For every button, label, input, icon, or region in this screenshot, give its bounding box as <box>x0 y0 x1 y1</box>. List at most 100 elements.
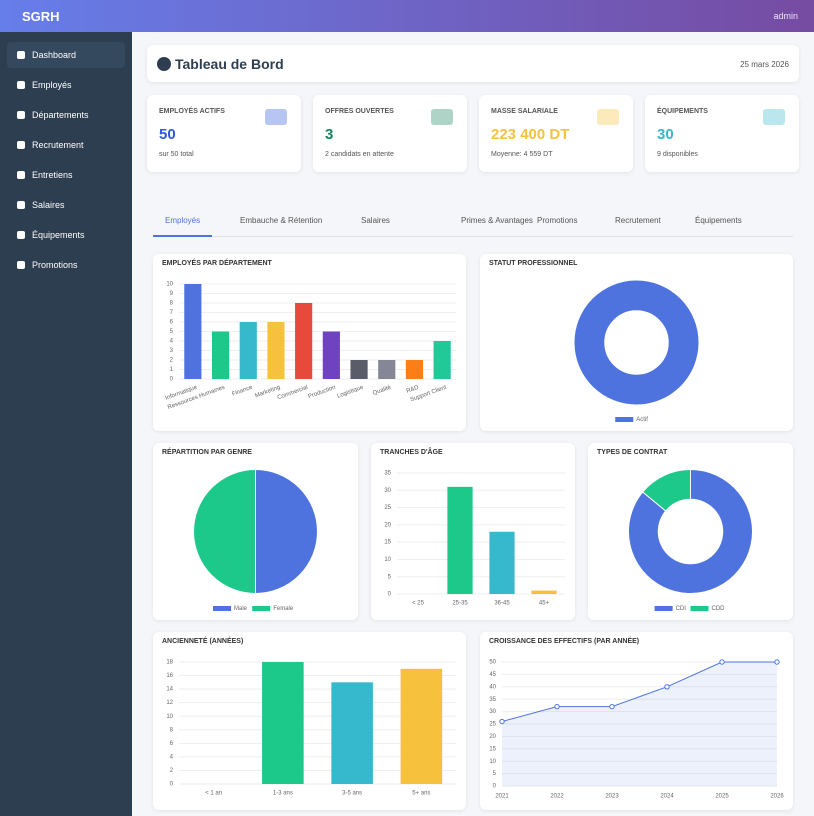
legend-swatch <box>252 606 271 611</box>
slice <box>255 468 318 595</box>
y-tick-label: 10 <box>489 759 496 765</box>
point <box>554 703 560 710</box>
x-tick-label: Qualité <box>372 384 393 396</box>
stat-icon <box>597 109 619 125</box>
y-tick-label: 30 <box>384 488 391 494</box>
chart: Male Female <box>193 468 318 612</box>
chart-card: EMPLOYÉS PAR DÉPARTEMENT 0 1 2 3 4 5 6 7 8 9 10 Info… <box>153 254 466 431</box>
stat-label: ÉQUIPEMENTS <box>657 108 708 115</box>
sidebar-item[interactable]: Dashboard <box>7 42 125 68</box>
legend-swatch <box>654 606 673 611</box>
legend-label: Actif <box>636 417 648 423</box>
icon <box>17 141 25 149</box>
y-tick-label: 18 <box>166 660 173 666</box>
x-tick-label: 2023 <box>605 794 619 800</box>
bar <box>322 331 340 379</box>
x-tick-label: 2026 <box>770 794 784 800</box>
brand[interactable]: SGRH <box>22 9 60 24</box>
tab[interactable]: Promotions <box>537 216 578 225</box>
chart-title: STATUT PROFESSIONNEL <box>489 260 578 267</box>
stat-sub: 2 candidats en attente <box>325 151 394 158</box>
chart-card: STATUT PROFESSIONNEL Actif <box>480 254 793 431</box>
y-tick-label: 0 <box>170 377 174 383</box>
point <box>499 718 505 725</box>
x-tick-label: 2025 <box>715 794 729 800</box>
chart-card: TYPES DE CONTRAT CDI CDD <box>588 443 793 620</box>
x-tick-label: 2022 <box>550 794 564 800</box>
sidebar-item[interactable]: Recrutement <box>7 132 125 158</box>
tab[interactable]: Salaires <box>361 216 390 225</box>
y-tick-label: 6 <box>170 741 174 747</box>
y-tick-label: 16 <box>166 673 173 679</box>
navbar: SGRH admin <box>0 0 814 32</box>
tab[interactable]: Équipements <box>695 216 742 225</box>
x-tick-label: 3-5 ans <box>342 791 362 797</box>
y-tick-label: 35 <box>384 471 391 477</box>
chart-card: CROISSANCE DES EFFECTIFS (PAR ANNÉE) 0 5 10… <box>480 632 793 810</box>
bar <box>267 322 285 379</box>
sidebar-item[interactable]: Entretiens <box>7 162 125 188</box>
sidebar-item[interactable]: Équipements <box>7 222 125 248</box>
chart: 0 5 10 15 20 25 30 35 < 25 25-35 36-45 45+ <box>384 471 565 607</box>
y-tick-label: 4 <box>170 754 174 760</box>
x-tick-label: Production <box>308 385 337 400</box>
x-tick-label: < 1 an <box>205 791 222 797</box>
bar <box>378 360 396 379</box>
y-tick-label: 0 <box>493 784 497 790</box>
x-tick-label: 36-45 <box>494 601 510 607</box>
bar <box>239 322 257 379</box>
chart-title: RÉPARTITION PAR GENRE <box>162 449 252 456</box>
y-tick-label: 2 <box>170 358 174 364</box>
chart: CDI CDD <box>628 468 753 612</box>
sidebar-item[interactable]: Départements <box>7 102 125 128</box>
y-tick-label: 0 <box>388 592 392 598</box>
bar <box>350 360 368 379</box>
sidebar-item[interactable]: Salaires <box>7 192 125 218</box>
y-tick-label: 20 <box>384 522 391 528</box>
legend-label: CDD <box>712 606 726 612</box>
date: 25 mars 2026 <box>740 60 789 69</box>
bar <box>331 682 373 784</box>
chart: 0 2 4 6 8 10 12 14 16 18 < 1 an 1-3 ans 3-5 ans 5+ an… <box>166 660 456 797</box>
tab[interactable]: Primes & Avantages <box>461 216 533 225</box>
y-tick-label: 10 <box>166 714 173 720</box>
tab[interactable]: Recrutement <box>615 216 661 225</box>
y-tick-label: 40 <box>489 684 496 690</box>
point <box>664 684 670 690</box>
icon <box>17 261 25 269</box>
tab[interactable]: Employés <box>153 210 213 237</box>
bar <box>405 360 424 379</box>
chart-title: EMPLOYÉS PAR DÉPARTEMENT <box>162 260 272 267</box>
icon <box>17 81 25 89</box>
point <box>774 659 780 665</box>
point <box>719 659 725 665</box>
icon <box>17 111 25 119</box>
sidebar-item[interactable]: Employés <box>7 72 125 98</box>
stat-card: EMPLOYÉS ACTIFS 50 sur 50 total <box>147 95 301 172</box>
y-tick-label: 5 <box>170 329 174 335</box>
bar <box>531 590 557 594</box>
stat-icon <box>763 109 785 125</box>
sidebar-item[interactable]: Promotions <box>7 252 125 278</box>
y-tick-label: 15 <box>384 540 391 546</box>
icon <box>17 201 25 209</box>
x-tick-label: R&D <box>406 384 421 394</box>
chart-title: TYPES DE CONTRAT <box>597 449 668 456</box>
stat-value: 223 400 DT <box>491 126 570 143</box>
y-tick-label: 25 <box>489 722 496 728</box>
stat-card: MASSE SALARIALE 223 400 DT Moyenne: 4 559 … <box>479 95 633 172</box>
y-tick-label: 7 <box>170 310 174 316</box>
slice <box>574 280 699 405</box>
stat-label: EMPLOYÉS ACTIFS <box>159 108 225 115</box>
x-tick-label: 25-35 <box>452 601 468 607</box>
slice <box>628 468 753 594</box>
stat-label: OFFRES OUVERTES <box>325 108 394 115</box>
stat-card: ÉQUIPEMENTS 30 9 disponibles <box>645 95 799 172</box>
bar <box>447 486 473 594</box>
y-tick-label: 4 <box>170 339 174 345</box>
stat-value: 50 <box>159 126 176 143</box>
user-menu[interactable]: admin <box>773 11 798 21</box>
y-tick-label: 45 <box>489 672 496 678</box>
tab[interactable]: Embauche & Rétention <box>240 216 323 225</box>
